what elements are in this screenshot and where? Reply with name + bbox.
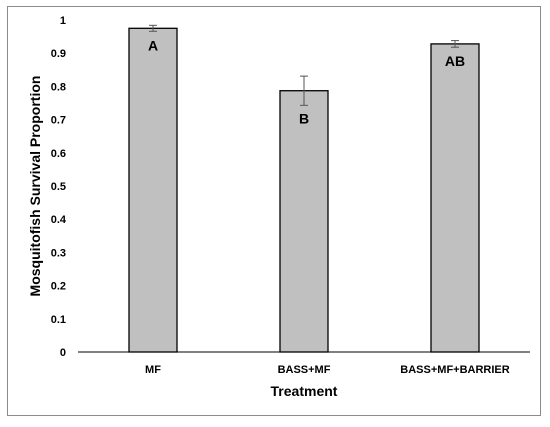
y-tick-label: 1: [60, 15, 66, 27]
y-tick-label: 0.1: [51, 314, 66, 326]
x-tick-label: MF: [145, 364, 161, 376]
y-tick-label: 0.4: [51, 214, 67, 226]
x-tick-label: BASS+MF: [278, 364, 331, 376]
error-bar: [451, 40, 459, 48]
significance-letter: AB: [445, 53, 465, 69]
error-bar: [300, 75, 308, 106]
y-tick-label: 0.8: [51, 81, 66, 93]
y-tick-label: 0.5: [51, 181, 66, 193]
x-axis-title: Treatment: [271, 383, 338, 399]
bar: [279, 90, 329, 353]
error-bars: [149, 24, 459, 106]
significance-letter: B: [299, 110, 309, 126]
bar: [430, 43, 480, 353]
y-tick-labels: 0 0.1 0.2 0.3 0.4 0.5 0.6 0.7 0.8 0.9 1: [51, 15, 67, 359]
y-tick-label: 0.2: [51, 281, 66, 293]
x-tick-label: BASS+MF+BARRIER: [400, 364, 509, 376]
y-tick-label: 0: [60, 347, 66, 359]
y-tick-label: 0.3: [51, 247, 66, 259]
y-tick-label: 0.7: [51, 115, 66, 127]
y-tick-label: 0.6: [51, 148, 66, 160]
error-bar: [149, 24, 157, 32]
x-tick-labels: MF BASS+MF BASS+MF+BARRIER: [145, 364, 510, 376]
significance-letter: A: [148, 37, 158, 53]
y-axis-title: Mosquitofish Survival Proportion: [27, 76, 43, 297]
bar: [128, 27, 178, 353]
y-tick-label: 0.9: [51, 48, 66, 60]
